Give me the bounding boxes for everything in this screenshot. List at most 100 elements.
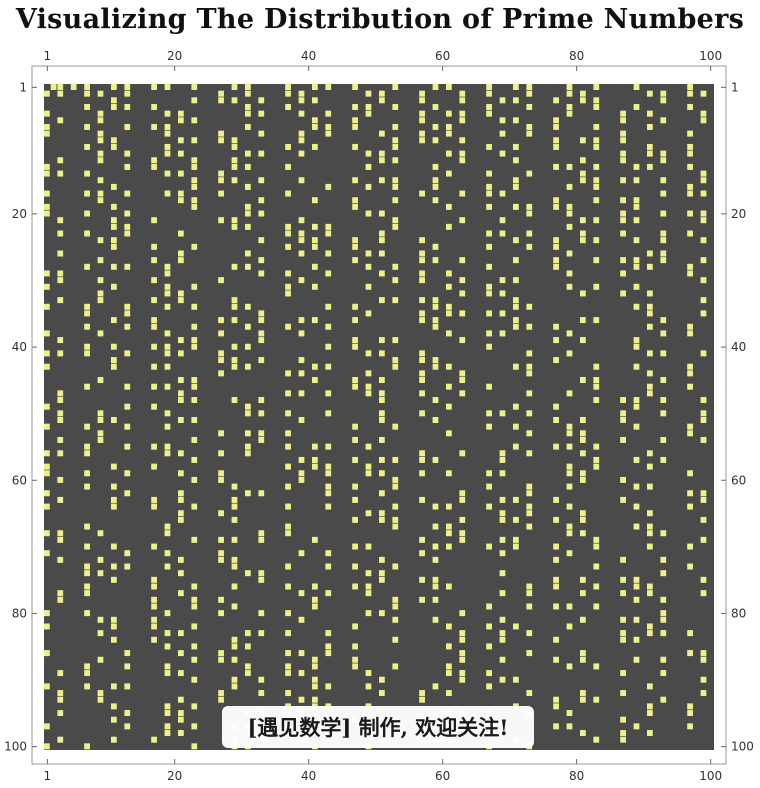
prime-cell [258,676,265,683]
prime-cell [97,696,104,703]
prime-cell [647,510,653,517]
prime-cell [312,463,318,470]
prime-cell [191,183,198,190]
prime-cell [97,190,104,197]
prime-cell [593,456,600,463]
prime-cell [365,583,372,590]
prime-cell [245,223,251,230]
prime-cell [459,636,466,643]
prime-cell [124,150,131,157]
prime-cell [44,283,50,290]
prime-cell [700,576,707,583]
prime-cell [218,556,224,563]
prime-cell [593,583,600,590]
prime-cell [553,237,559,244]
prime-cell [687,363,693,370]
prime-cell [312,237,318,244]
prime-cell [432,363,439,370]
prime-cell [633,237,640,244]
prime-cell [526,230,533,237]
prime-cell [379,210,385,217]
prime-cell [285,663,291,670]
prime-cell [647,110,653,117]
prime-cell [580,576,586,583]
prime-cell [245,663,251,670]
prime-cell [499,310,506,317]
prime-cell [647,730,653,737]
prime-cell [499,656,506,663]
prime-cell [486,290,492,297]
prime-cell [446,663,452,670]
prime-cell [700,117,707,124]
prime-cell [44,403,50,410]
prime-cell [258,536,265,543]
prime-cell [57,84,64,90]
prime-cell [84,583,90,590]
prime-cell [700,650,707,657]
prime-cell [124,90,131,97]
prime-cell [57,410,64,417]
prime-cell [352,516,358,523]
y-tick-label-right: 1 [731,80,739,94]
prime-cell [486,310,492,317]
prime-cell [164,523,171,530]
prime-cell [124,230,131,237]
prime-cell [700,410,707,417]
prime-cell [352,656,358,663]
prime-cell [285,230,291,237]
prime-cell [459,610,466,617]
prime-cell [57,670,64,677]
prime-cell [231,516,238,523]
prime-cell [84,443,90,450]
prime-cell [285,143,291,150]
prime-cell [593,137,600,144]
prime-cell [593,183,600,190]
prime-cell [526,490,533,497]
prime-cell [164,143,171,150]
prime-cell [486,143,492,150]
prime-cell [687,470,693,477]
prime-cell [620,197,626,204]
prime-cell [231,683,238,690]
prime-cell [392,363,399,370]
prime-cell [84,103,90,110]
prime-cell [580,90,586,97]
prime-cell [580,230,586,237]
prime-cell [486,190,492,197]
prime-cell [97,130,104,137]
prime-cell [164,703,171,710]
prime-cell [580,450,586,457]
prime-cell [379,576,385,583]
prime-cell [553,143,559,150]
prime-cell [419,536,425,543]
prime-cell [231,263,238,270]
prime-cell [633,337,640,344]
prime-cell [687,430,693,437]
prime-cell [432,523,439,530]
prime-cell [647,583,653,590]
prime-cell [178,570,184,577]
prime-cell [151,616,157,623]
prime-cell [352,143,358,150]
prime-cell [700,277,707,284]
prime-cell [151,297,157,304]
prime-cell [459,656,466,663]
prime-cell [97,110,104,117]
prime-cell [700,110,707,117]
prime-cell [231,343,238,350]
y-tick-label-left: 60 [12,473,27,487]
prime-cell [432,503,439,510]
prime-cell [178,470,184,477]
prime-cell [57,270,64,277]
prime-cell [553,496,559,503]
prime-cell [419,190,425,197]
prime-cell [84,350,90,357]
prime-cell [432,137,439,144]
prime-cell [526,370,533,377]
prime-cell [231,603,238,610]
prime-cell [44,503,50,510]
prime-cell [526,363,533,370]
prime-cell [566,430,573,437]
prime-cell [580,476,586,483]
prime-cell [164,530,171,537]
